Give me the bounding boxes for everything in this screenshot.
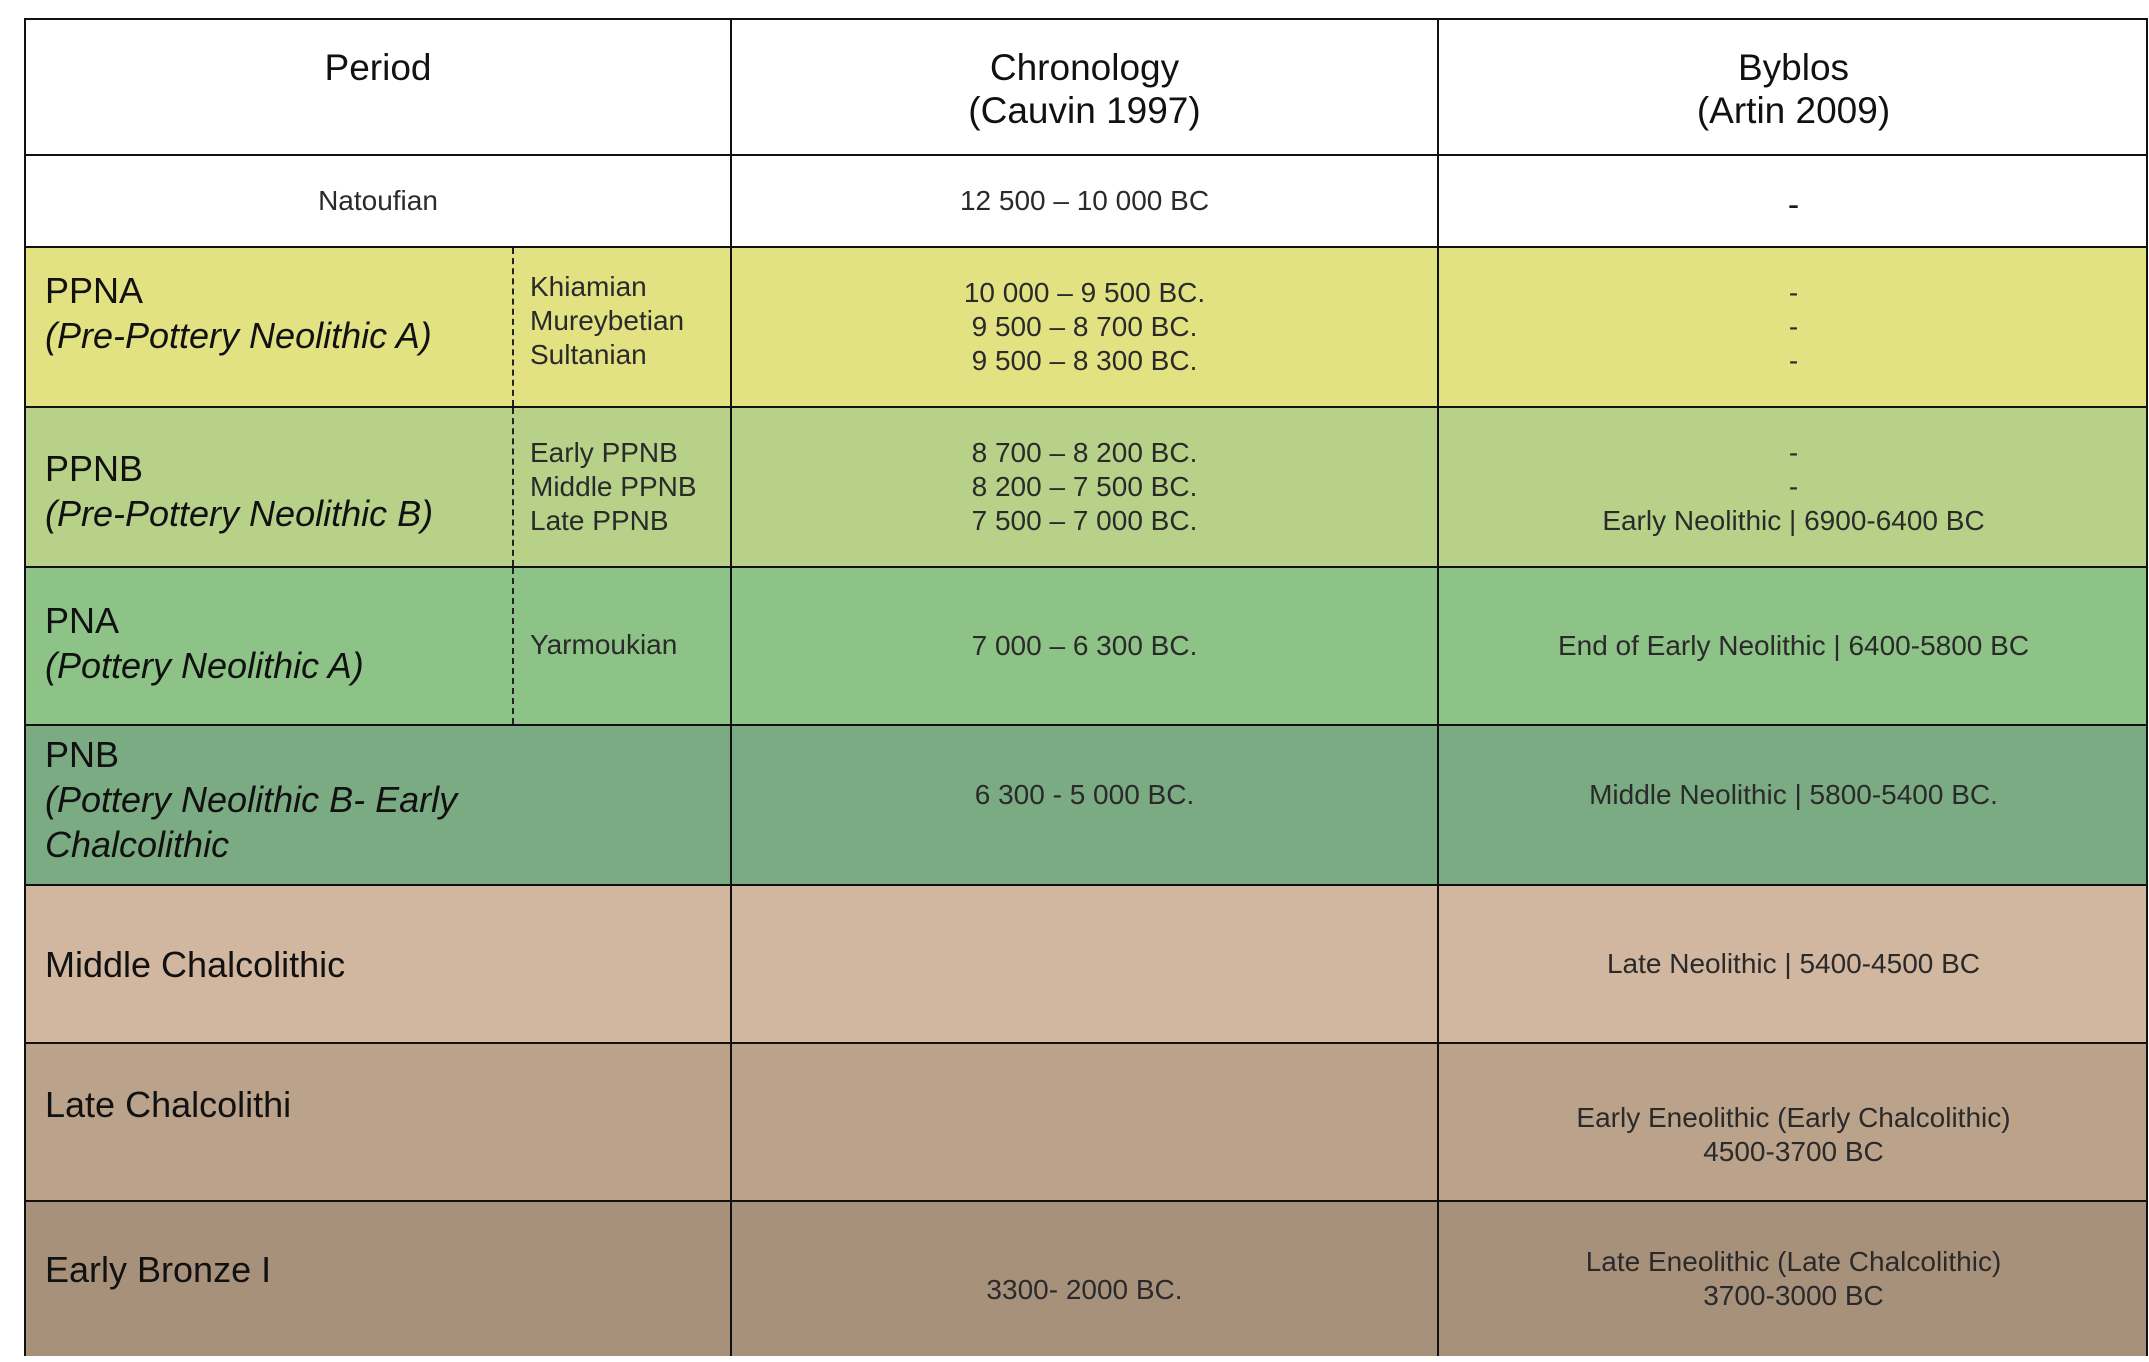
byblos-value: 3700-3000 BC: [1703, 1280, 1884, 1311]
byblos-cell: Early Eneolithic (Early Chalcolithic) 45…: [1439, 1044, 2148, 1200]
subperiod-divider: [512, 248, 514, 406]
header-period: Period: [26, 20, 732, 154]
period-cell: PPNA (Pre-Pottery Neolithic A) Khiamian …: [26, 248, 732, 406]
byblos-cell: End of Early Neolithic | 6400-5800 BC: [1439, 568, 2148, 724]
period-abbrev: PNA: [45, 600, 120, 641]
subperiod-list: Yarmoukian: [530, 628, 677, 662]
subperiod-item: Early PPNB: [530, 437, 678, 468]
byblos-cell: - - Early Neolithic | 6900-6400 BC: [1439, 408, 2148, 566]
byblos-cell: Late Eneolithic (Late Chalcolithic) 3700…: [1439, 1202, 2148, 1356]
byblos-value: Late Neolithic | 5400-4500 BC: [1606, 948, 1981, 979]
header-byblos-line1: Byblos: [1737, 47, 1850, 88]
table-row: Middle Chalcolithic Late Neolithic | 540…: [26, 886, 2146, 1044]
period-label: PNA (Pottery Neolithic A): [45, 598, 364, 688]
period-cell: Middle Chalcolithic: [26, 886, 732, 1042]
period-abbrev: Middle Chalcolithic: [45, 944, 346, 985]
byblos-value: Middle Neolithic | 5800-5400 BC.: [1589, 779, 1998, 810]
chronology-cell: 3300- 2000 BC.: [732, 1202, 1439, 1356]
subperiod-item: Yarmoukian: [530, 629, 678, 660]
chronology-value: 6 300 - 5 000 BC.: [974, 779, 1195, 810]
subperiod-item: Sultanian: [530, 339, 647, 370]
byblos-value: 4500-3700 BC: [1703, 1136, 1884, 1167]
chronology-value: 12 500 – 10 000 BC: [959, 185, 1210, 216]
chronology-cell: 8 700 – 8 200 BC. 8 200 – 7 500 BC. 7 50…: [732, 408, 1439, 566]
byblos-cell: - - -: [1439, 248, 2148, 406]
chronology-table: Period Chronology (Cauvin 1997) Byblos (…: [24, 18, 2148, 1356]
period-abbrev: Late Chalcolithi: [45, 1084, 292, 1125]
period-full-name-line1: (Pottery Neolithic B- Early: [45, 779, 458, 820]
byblos-value: Late Eneolithic (Late Chalcolithic): [1585, 1246, 2002, 1277]
period-abbrev: PPNB: [45, 448, 144, 489]
period-full-name: (Pottery Neolithic A): [45, 645, 364, 686]
header-period-label: Period: [324, 47, 432, 88]
period-label: PPNA (Pre-Pottery Neolithic A): [45, 268, 432, 358]
chronology-value: 8 700 – 8 200 BC.: [971, 437, 1198, 468]
subperiod-divider: [512, 408, 514, 566]
chronology-value: 3300- 2000 BC.: [986, 1274, 1183, 1305]
table-row: Late Chalcolithi Early Eneolithic (Early…: [26, 1044, 2146, 1202]
subperiod-item: Middle PPNB: [530, 471, 697, 502]
byblos-value: -: [1788, 311, 1799, 342]
table-row: PNA (Pottery Neolithic A) Yarmoukian 7 0…: [26, 568, 2146, 726]
header-byblos: Byblos (Artin 2009): [1439, 20, 2148, 154]
period-cell: PPNB (Pre-Pottery Neolithic B) Early PPN…: [26, 408, 732, 566]
chronology-value: 9 500 – 8 300 BC.: [971, 345, 1198, 376]
header-row: Period Chronology (Cauvin 1997) Byblos (…: [26, 20, 2146, 156]
period-label: PNB (Pottery Neolithic B- Early Chalcoli…: [45, 732, 457, 867]
period-cell: PNA (Pottery Neolithic A) Yarmoukian: [26, 568, 732, 724]
header-byblos-line2: (Artin 2009): [1696, 90, 1891, 131]
header-chronology: Chronology (Cauvin 1997): [732, 20, 1439, 154]
subperiod-item: Khiamian: [530, 271, 647, 302]
byblos-value: Early Neolithic | 6900-6400 BC: [1602, 505, 1985, 536]
table-row: Natoufian 12 500 – 10 000 BC -: [26, 156, 2146, 248]
byblos-value: -: [1788, 437, 1799, 468]
period-label: PPNB (Pre-Pottery Neolithic B): [45, 446, 433, 536]
subperiod-list: Khiamian Mureybetian Sultanian: [530, 270, 684, 372]
byblos-cell: -: [1439, 156, 2148, 246]
byblos-value: -: [1787, 185, 1800, 224]
header-chronology-line1: Chronology: [989, 47, 1180, 88]
period-cell: Natoufian: [26, 156, 732, 246]
period-label: Early Bronze I: [45, 1247, 271, 1292]
byblos-value: End of Early Neolithic | 6400-5800 BC: [1557, 630, 2030, 661]
byblos-value: -: [1788, 345, 1799, 376]
chronology-cell: 10 000 – 9 500 BC. 9 500 – 8 700 BC. 9 5…: [732, 248, 1439, 406]
period-cell: PNB (Pottery Neolithic B- Early Chalcoli…: [26, 726, 732, 884]
chronology-value: 10 000 – 9 500 BC.: [963, 277, 1206, 308]
period-cell: Late Chalcolithi: [26, 1044, 732, 1200]
period-abbrev: Early Bronze I: [45, 1249, 272, 1290]
chronology-value: 9 500 – 8 700 BC.: [971, 311, 1198, 342]
chronology-cell: 12 500 – 10 000 BC: [732, 156, 1439, 246]
period-full-name: (Pre-Pottery Neolithic A): [45, 315, 432, 356]
chronology-value: 7 500 – 7 000 BC.: [971, 505, 1198, 536]
chronology-cell: 7 000 – 6 300 BC.: [732, 568, 1439, 724]
byblos-value: -: [1788, 471, 1799, 502]
header-chronology-line2: (Cauvin 1997): [968, 90, 1201, 131]
table-row: PPNB (Pre-Pottery Neolithic B) Early PPN…: [26, 408, 2146, 568]
table-row: Early Bronze I 3300- 2000 BC. Late Eneol…: [26, 1202, 2146, 1356]
table-row: PPNA (Pre-Pottery Neolithic A) Khiamian …: [26, 248, 2146, 408]
chronology-cell: 6 300 - 5 000 BC.: [732, 726, 1439, 884]
period-full-name: (Pre-Pottery Neolithic B): [45, 493, 434, 534]
subperiod-divider: [512, 568, 514, 724]
period-full-name-line2: Chalcolithic: [45, 824, 230, 865]
subperiod-item: Mureybetian: [530, 305, 685, 336]
chronology-value: 7 000 – 6 300 BC.: [971, 630, 1198, 661]
byblos-cell: Middle Neolithic | 5800-5400 BC.: [1439, 726, 2148, 884]
period-label: Late Chalcolithi: [45, 1082, 291, 1127]
subperiod-item: Late PPNB: [530, 505, 669, 536]
chronology-cell: [732, 886, 1439, 1042]
period-name: Natoufian: [318, 185, 438, 216]
byblos-value: -: [1788, 277, 1799, 308]
chronology-value: 8 200 – 7 500 BC.: [971, 471, 1198, 502]
table-row: PNB (Pottery Neolithic B- Early Chalcoli…: [26, 726, 2146, 886]
period-abbrev: PPNA: [45, 270, 144, 311]
period-cell: Early Bronze I: [26, 1202, 732, 1356]
period-abbrev: PNB: [45, 734, 120, 775]
chronology-cell: [732, 1044, 1439, 1200]
period-label: Middle Chalcolithic: [45, 942, 345, 987]
byblos-cell: Late Neolithic | 5400-4500 BC: [1439, 886, 2148, 1042]
subperiod-list: Early PPNB Middle PPNB Late PPNB: [530, 436, 697, 538]
byblos-value: Early Eneolithic (Early Chalcolithic): [1576, 1102, 2011, 1133]
